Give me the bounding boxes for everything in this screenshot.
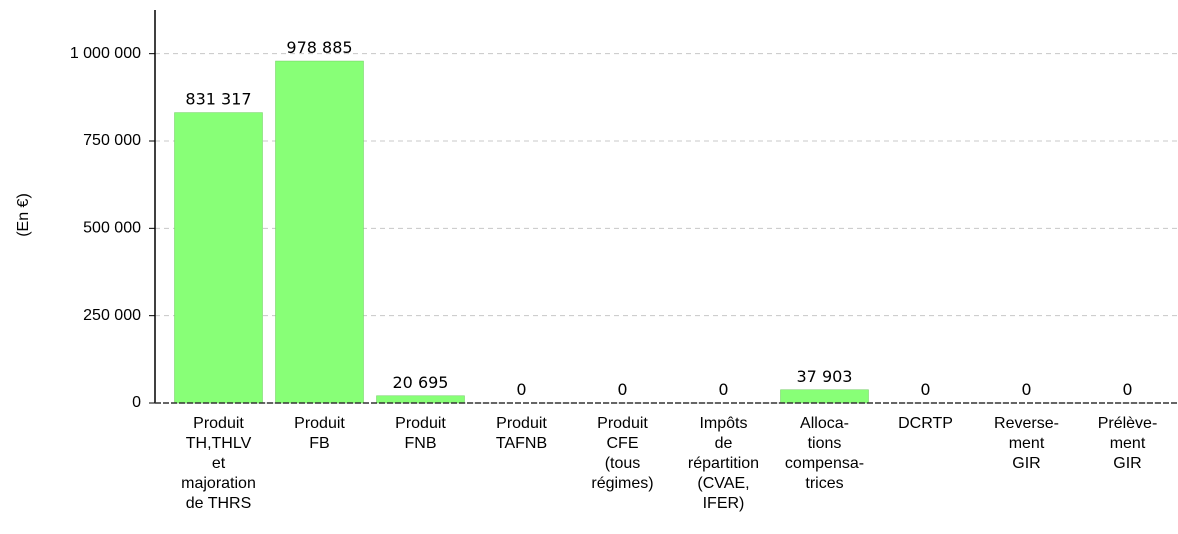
x-tick-label: Produit FNB <box>395 415 446 452</box>
value-label: 0 <box>617 380 627 399</box>
bar <box>780 389 869 404</box>
bar <box>376 395 465 404</box>
x-tick-label: Produit TH,THLV et majoration de THRS <box>181 415 256 512</box>
value-label: 0 <box>1021 380 1031 399</box>
y-tick-label: 1 000 000 <box>70 45 141 62</box>
x-tick-label: Impôts de répartition (CVAE, IFER) <box>688 415 759 512</box>
value-label: 0 <box>920 380 930 399</box>
value-label: 0 <box>718 380 728 399</box>
x-tick-label: Reverse-ment GIR <box>994 415 1059 472</box>
y-axis-label: (En €) <box>15 193 32 237</box>
x-tick-label: Prélève-ment GIR <box>1098 415 1158 472</box>
value-label: 20 695 <box>393 373 449 392</box>
value-label: 37 903 <box>797 367 853 386</box>
value-label: 978 885 <box>286 38 352 57</box>
value-label: 0 <box>1122 380 1132 399</box>
value-label: 0 <box>516 380 526 399</box>
bar <box>174 112 263 404</box>
value-label: 831 317 <box>185 90 251 109</box>
x-tick-label: Alloca-tions compensa-trices <box>785 415 864 492</box>
y-tick-label: 750 000 <box>83 132 141 149</box>
y-tick-label: 500 000 <box>83 220 141 237</box>
x-tick-label: Produit CFE (tous régimes) <box>591 415 653 492</box>
x-tick-label: Produit FB <box>294 415 345 452</box>
y-tick-label: 0 <box>132 394 141 411</box>
bar <box>275 60 364 404</box>
x-tick-label: Produit TAFNB <box>496 415 548 452</box>
x-tick-label: DCRTP <box>898 415 953 432</box>
y-tick-label: 250 000 <box>83 307 141 324</box>
